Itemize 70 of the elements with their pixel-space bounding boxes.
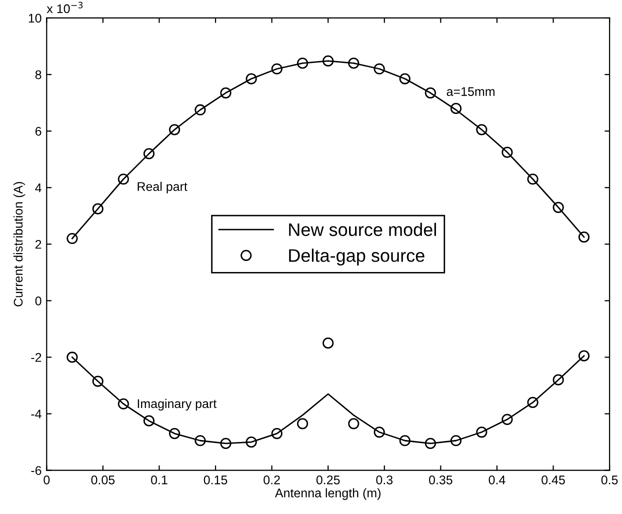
x-tick-label: 0.05 xyxy=(91,476,115,484)
annotation: Real part xyxy=(138,182,188,194)
point xyxy=(527,396,538,408)
point xyxy=(348,418,360,430)
y-tick-label: 6 xyxy=(35,126,42,136)
point xyxy=(450,102,462,114)
x-tick-label: 0 xyxy=(44,476,50,484)
point xyxy=(476,426,488,438)
y-tick-label: -6 xyxy=(31,466,42,475)
point xyxy=(168,428,180,440)
point xyxy=(399,73,410,84)
x-tick-label: 0.45 xyxy=(542,476,565,484)
point xyxy=(552,374,564,386)
x-tick-label: 0.5 xyxy=(601,476,618,484)
point xyxy=(220,438,232,450)
y-tick-label: 10 xyxy=(28,14,42,23)
x-axis-title: Antenna length (m) xyxy=(274,488,380,500)
point xyxy=(527,174,538,185)
y-tick-label: 2 xyxy=(35,240,42,249)
y-tick-label: -2 xyxy=(31,353,42,362)
x-tick-label: 0.35 xyxy=(429,476,452,484)
point xyxy=(374,63,385,74)
point xyxy=(399,435,410,446)
point xyxy=(578,350,590,362)
point xyxy=(168,124,180,136)
point xyxy=(246,436,257,448)
legend-label: Delta-gap source xyxy=(289,248,424,266)
point xyxy=(374,426,385,438)
x-tick-label: 0.3 xyxy=(376,476,393,484)
point xyxy=(578,232,590,243)
point xyxy=(194,104,206,116)
y-tick-label: -4 xyxy=(31,410,42,418)
point xyxy=(118,398,129,410)
x-tick-label: 0.15 xyxy=(204,476,228,484)
text: x 10$^{−3}$ xyxy=(46,2,83,14)
point xyxy=(143,148,155,160)
point xyxy=(322,55,334,67)
annotation: a=15mm xyxy=(446,87,494,96)
point xyxy=(271,63,282,74)
point xyxy=(92,203,104,214)
y-tick-label: 4 xyxy=(35,184,42,192)
point xyxy=(450,435,462,446)
point xyxy=(552,202,564,213)
point xyxy=(348,58,360,69)
point xyxy=(271,428,282,440)
point xyxy=(246,73,257,84)
legend-label: New source model xyxy=(289,222,436,236)
point xyxy=(66,232,78,244)
y-tick-label: 8 xyxy=(35,70,42,80)
x-tick-label: 0.25 xyxy=(316,476,340,484)
point xyxy=(118,174,129,185)
point xyxy=(322,338,334,349)
annotation: Imaginary part xyxy=(138,398,217,411)
y-axis-title: Current distribution (A) xyxy=(13,182,26,306)
point xyxy=(476,124,488,136)
point xyxy=(502,414,513,425)
point xyxy=(424,87,436,98)
point xyxy=(424,438,436,450)
point xyxy=(194,435,206,446)
point xyxy=(220,87,232,98)
point xyxy=(502,146,513,158)
point xyxy=(92,376,104,387)
x-tick-label: 0.1 xyxy=(151,476,168,484)
point xyxy=(66,352,78,363)
x-tick-label: 0.2 xyxy=(264,476,280,484)
point xyxy=(296,418,308,430)
point xyxy=(296,58,308,69)
x-tick-label: 0.4 xyxy=(488,476,506,484)
y-tick-label: 0 xyxy=(35,296,42,306)
point xyxy=(143,415,155,426)
